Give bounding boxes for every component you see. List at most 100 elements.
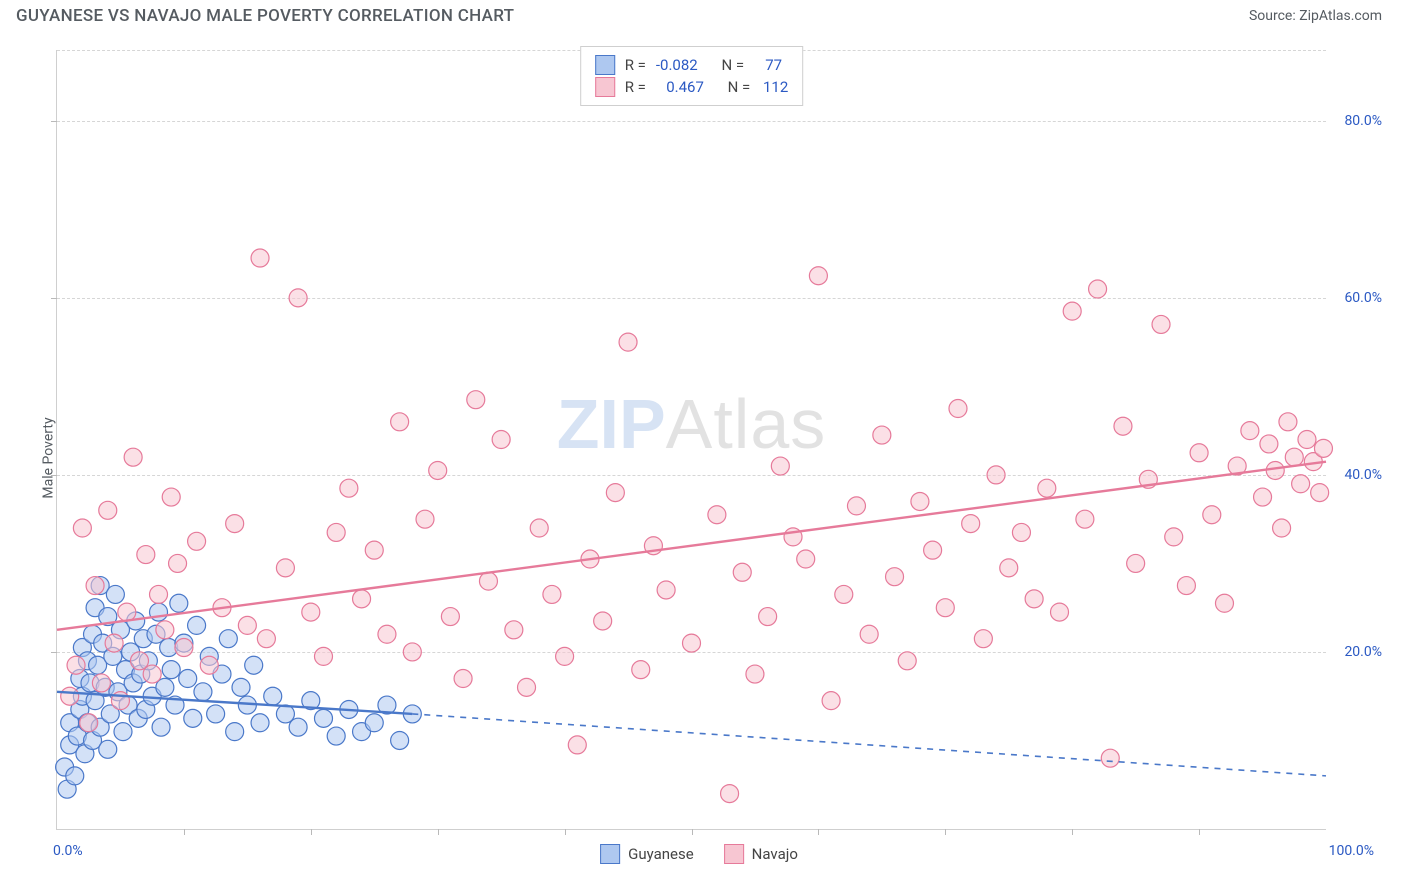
scatter-svg	[57, 50, 1326, 829]
x-tick-label-left: 0.0%	[53, 843, 83, 859]
x-tick-mark	[1072, 829, 1073, 835]
scatter-point	[391, 731, 409, 749]
scatter-point	[543, 585, 561, 603]
scatter-point	[1025, 590, 1043, 608]
scatter-point	[365, 541, 383, 559]
scatter-point	[429, 461, 447, 479]
header-row: GUYANESE VS NAVAJO MALE POVERTY CORRELAT…	[0, 0, 1406, 30]
legend-swatch-icon	[600, 844, 620, 864]
scatter-point	[479, 572, 497, 590]
scatter-point	[219, 630, 237, 648]
scatter-point	[835, 585, 853, 603]
scatter-point	[1152, 315, 1170, 333]
scatter-point	[518, 678, 536, 696]
scatter-point	[276, 559, 294, 577]
legend-series: Guyanese Navajo	[600, 844, 798, 864]
scatter-point	[974, 630, 992, 648]
scatter-point	[657, 581, 675, 599]
legend-item-navajo: Navajo	[724, 844, 798, 864]
y-tick-label: 20.0%	[1344, 644, 1382, 660]
scatter-point	[175, 639, 193, 657]
scatter-point	[156, 621, 174, 639]
scatter-point	[962, 515, 980, 533]
legend-r-label: R =	[625, 56, 646, 74]
legend-swatch-guyanese	[595, 55, 615, 75]
scatter-point	[251, 714, 269, 732]
legend-swatch-icon	[724, 844, 744, 864]
x-tick-mark	[818, 829, 819, 835]
scatter-point	[105, 634, 123, 652]
scatter-point	[365, 714, 383, 732]
scatter-point	[987, 466, 1005, 484]
legend-label-navajo: Navajo	[752, 845, 798, 863]
scatter-point	[403, 643, 421, 661]
scatter-point	[1012, 523, 1030, 541]
scatter-point	[1076, 510, 1094, 528]
scatter-point	[162, 661, 180, 679]
scatter-point	[822, 692, 840, 710]
legend-r-value-navajo: 0.467	[656, 78, 704, 96]
scatter-point	[106, 585, 124, 603]
legend-n-label: N =	[721, 56, 744, 74]
scatter-point	[170, 594, 188, 612]
legend-n-value-guyanese: 77	[754, 56, 782, 74]
scatter-point	[118, 603, 136, 621]
scatter-point	[289, 289, 307, 307]
scatter-point	[264, 687, 282, 705]
scatter-point	[1298, 431, 1316, 449]
scatter-point	[505, 621, 523, 639]
scatter-point	[188, 616, 206, 634]
legend-row-guyanese: R = -0.082 N = 77	[595, 55, 789, 75]
scatter-point	[733, 563, 751, 581]
scatter-point	[150, 603, 168, 621]
scatter-point	[1127, 554, 1145, 572]
scatter-point	[492, 431, 510, 449]
x-tick-mark	[565, 829, 566, 835]
scatter-point	[1114, 417, 1132, 435]
scatter-point	[114, 723, 132, 741]
scatter-point	[1165, 528, 1183, 546]
x-tick-label-right: 100.0%	[1329, 843, 1374, 859]
scatter-point	[860, 625, 878, 643]
scatter-point	[73, 519, 91, 537]
x-tick-mark	[184, 829, 185, 835]
scatter-point	[179, 670, 197, 688]
scatter-point	[1190, 444, 1208, 462]
scatter-point	[150, 585, 168, 603]
scatter-point	[245, 656, 263, 674]
scatter-point	[683, 634, 701, 652]
scatter-point	[847, 497, 865, 515]
legend-label-guyanese: Guyanese	[628, 845, 694, 863]
scatter-point	[1273, 519, 1291, 537]
scatter-point	[1254, 488, 1272, 506]
scatter-point	[169, 554, 187, 572]
y-axis-title: Male Poverty	[41, 417, 57, 498]
scatter-point	[66, 767, 84, 785]
scatter-point	[530, 519, 548, 537]
scatter-point	[886, 568, 904, 586]
legend-n-label: N =	[728, 78, 751, 96]
scatter-point	[238, 616, 256, 634]
scatter-point	[137, 546, 155, 564]
scatter-point	[327, 727, 345, 745]
scatter-point	[1038, 479, 1056, 497]
scatter-point	[619, 333, 637, 351]
scatter-point	[232, 678, 250, 696]
legend-item-guyanese: Guyanese	[600, 844, 694, 864]
scatter-point	[340, 479, 358, 497]
scatter-point	[251, 249, 269, 267]
scatter-point	[556, 647, 574, 665]
plot-wrap: Male Poverty ZIPAtlas R = -0.082 N = 77 …	[16, 40, 1382, 876]
scatter-point	[1266, 461, 1284, 479]
scatter-point	[1203, 506, 1221, 524]
scatter-point	[467, 391, 485, 409]
scatter-point	[1241, 422, 1259, 440]
scatter-point	[949, 400, 967, 418]
scatter-point	[353, 590, 371, 608]
scatter-point	[873, 426, 891, 444]
scatter-point	[226, 515, 244, 533]
scatter-point	[771, 457, 789, 475]
scatter-point	[378, 625, 396, 643]
scatter-point	[257, 630, 275, 648]
chart-title: GUYANESE VS NAVAJO MALE POVERTY CORRELAT…	[16, 6, 514, 26]
